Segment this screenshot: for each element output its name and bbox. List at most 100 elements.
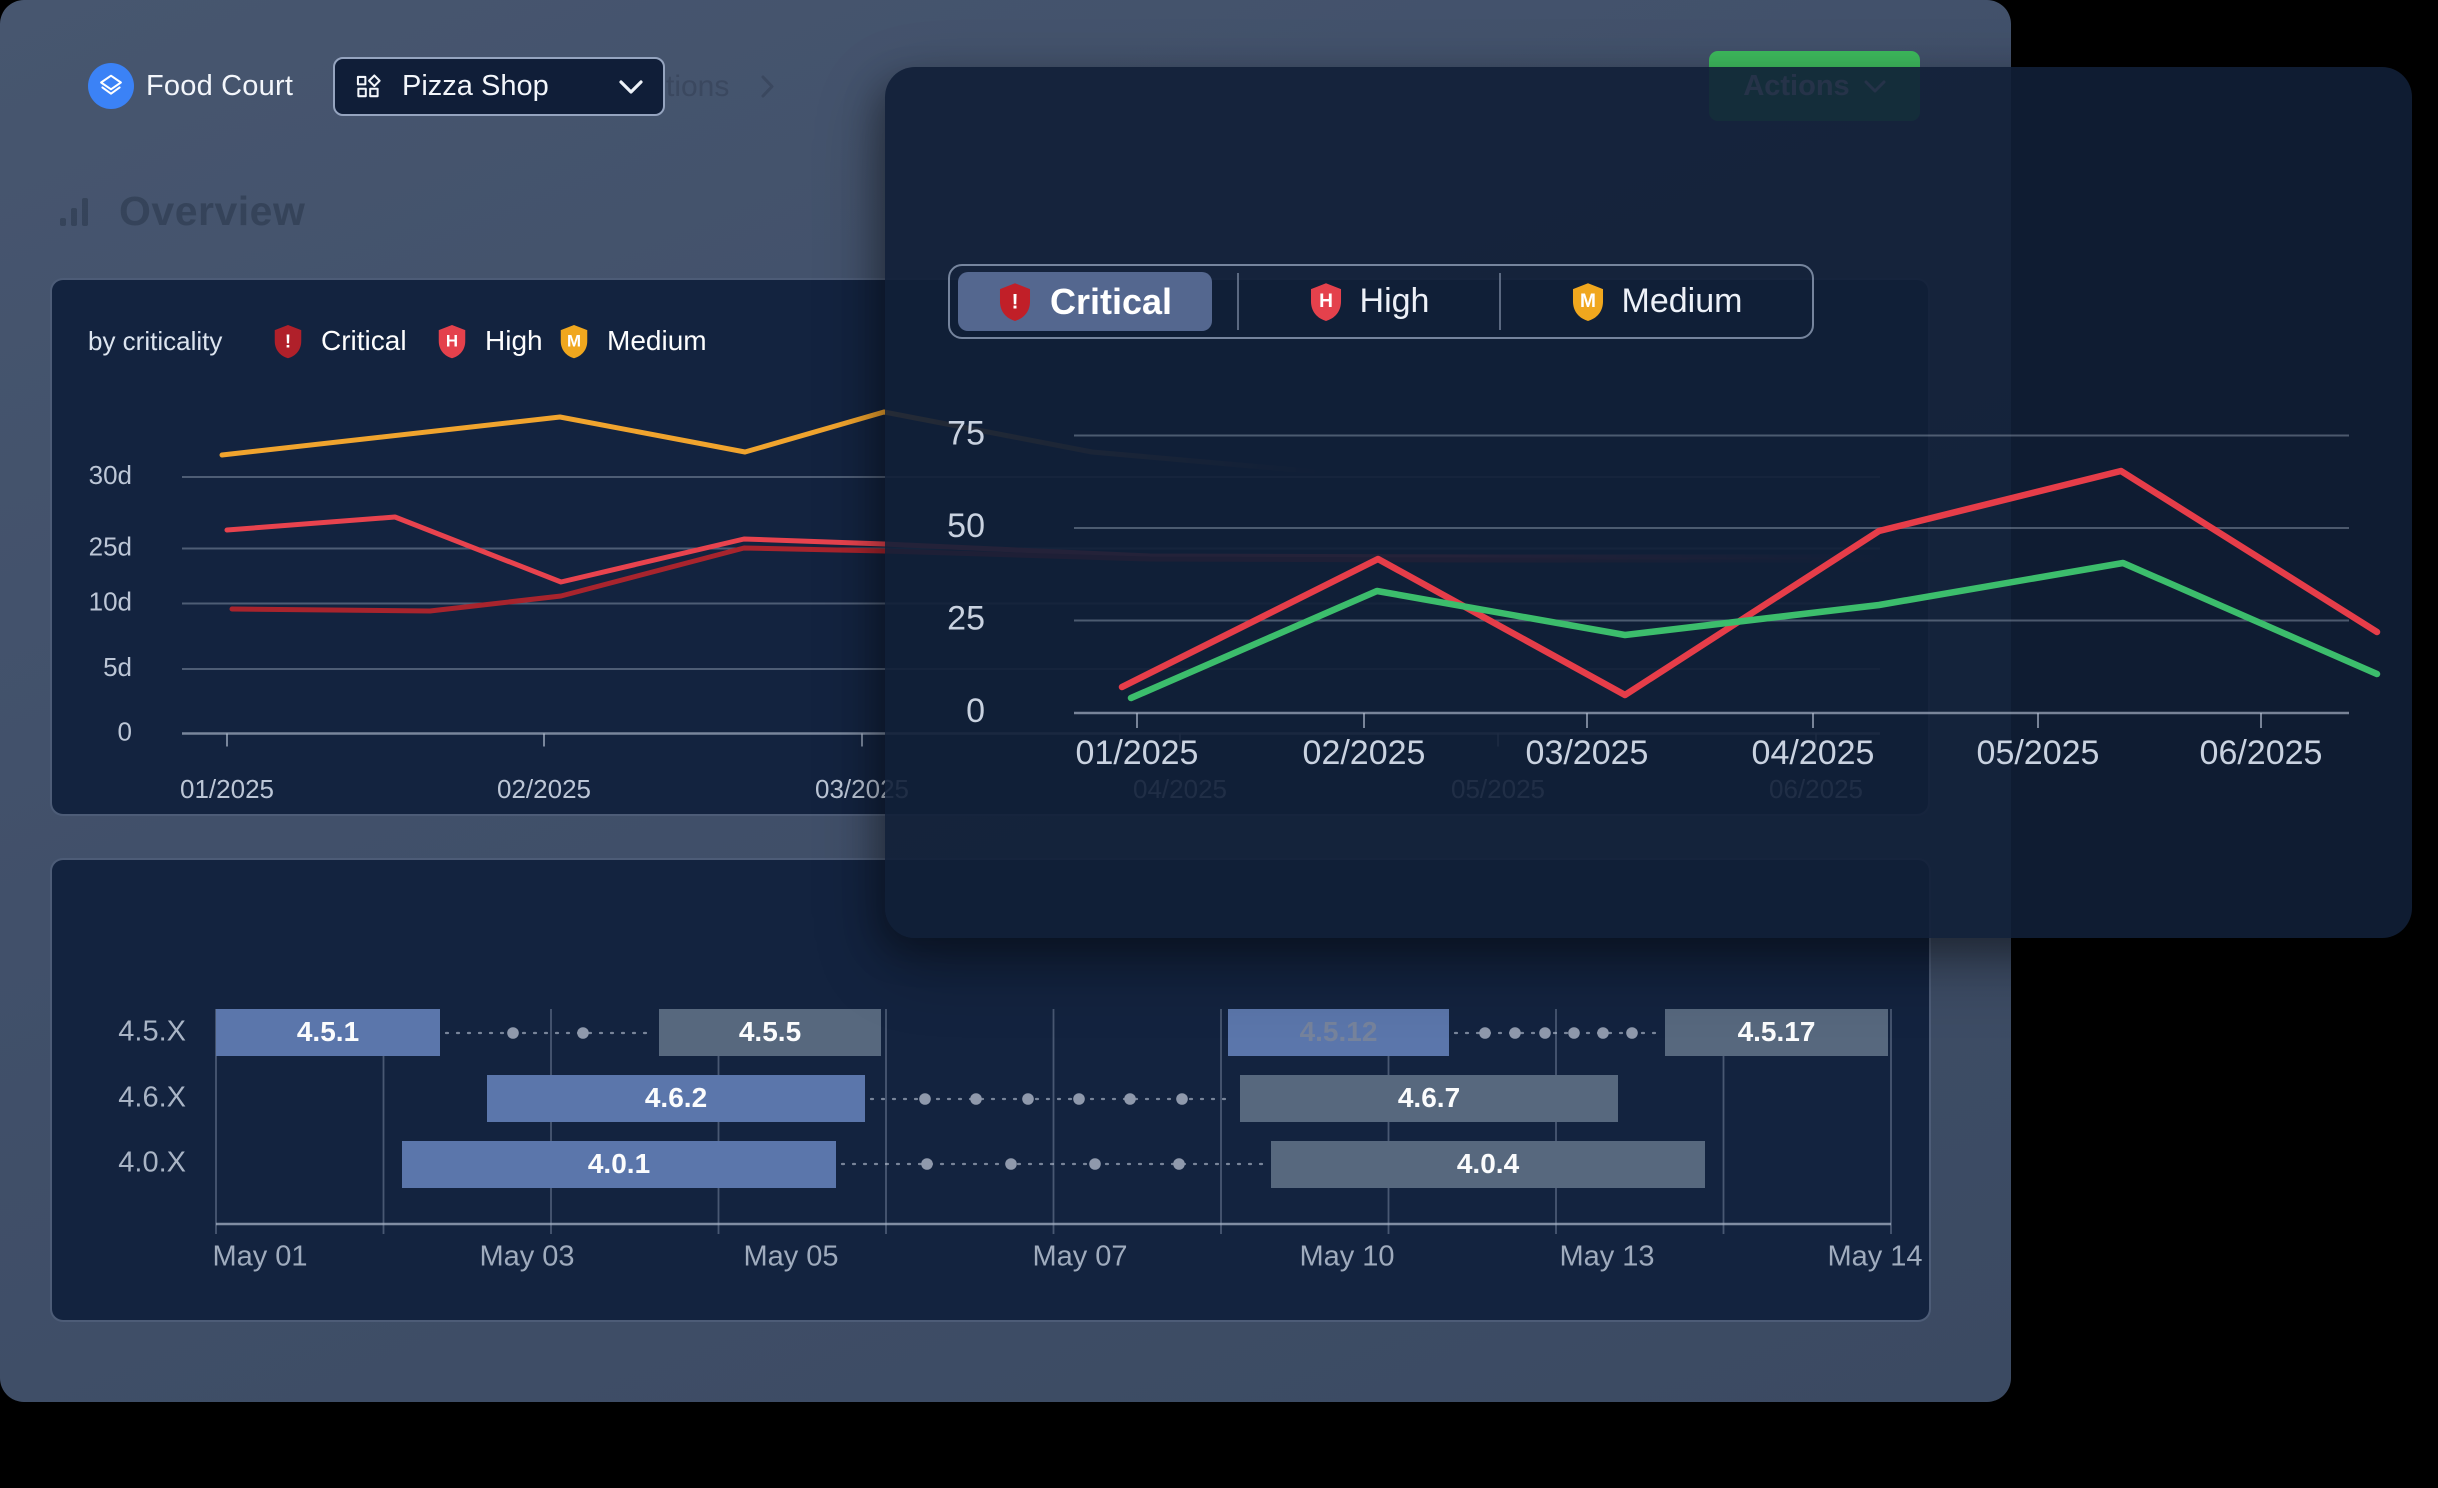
chart-line-fixed bbox=[1127, 559, 2381, 702]
y-axis-label: 75 bbox=[947, 414, 985, 452]
criticality-card-header: by criticality ! Critical H High M Mediu… bbox=[52, 280, 1928, 390]
timeline-connector-dot bbox=[921, 1158, 933, 1170]
timeline-connector-dot bbox=[1176, 1093, 1188, 1105]
timeline-connector-dot bbox=[1089, 1158, 1101, 1170]
app-logo bbox=[88, 63, 134, 109]
gantt-bar[interactable] bbox=[1240, 1075, 1618, 1122]
project-select-dropdown[interactable]: Pizza Shop bbox=[333, 57, 665, 116]
gantt-bar[interactable] bbox=[402, 1141, 836, 1188]
gantt-bar[interactable] bbox=[487, 1075, 865, 1122]
gantt-bar-label: 4.6.2 bbox=[645, 1082, 707, 1113]
svg-text:!: ! bbox=[285, 330, 291, 351]
svg-text:!: ! bbox=[1011, 289, 1018, 313]
gantt-bar-label: 4.0.1 bbox=[588, 1148, 650, 1179]
breadcrumb-fragment-label: tions bbox=[666, 69, 730, 103]
gantt-bar[interactable] bbox=[1665, 1009, 1888, 1056]
critical-detail-chart: 75 50 25 0 01/2025 02/2025 03/2025 04/2025 05/20… bbox=[947, 414, 2381, 772]
legend-item-high: H High bbox=[437, 322, 543, 360]
x-axis-label: May 14 bbox=[1827, 1241, 1922, 1273]
critical-shield-icon: ! bbox=[998, 282, 1032, 322]
bar-chart-icon bbox=[60, 197, 88, 226]
chart-line-medium bbox=[219, 409, 887, 458]
timeline-connector-dot bbox=[1173, 1158, 1185, 1170]
gantt-bar-label: 4.5.1 bbox=[297, 1016, 359, 1047]
tab-critical-selected-pill[interactable]: ! Critical bbox=[958, 272, 1212, 331]
chevron-down-icon bbox=[619, 79, 643, 94]
x-axis-label: 01/2025 bbox=[1076, 734, 1199, 772]
x-axis-label: May 01 bbox=[212, 1241, 307, 1273]
svg-text:M: M bbox=[567, 331, 581, 350]
criticality-tabs: ! Critical H High M Medium bbox=[948, 264, 1814, 339]
tab-divider bbox=[1499, 273, 1501, 330]
timeline-connector-dot bbox=[1073, 1093, 1085, 1105]
timeline-connector-dot bbox=[1005, 1158, 1017, 1170]
gantt-bar-label: 4.0.4 bbox=[1457, 1148, 1520, 1179]
svg-text:H: H bbox=[1319, 290, 1333, 311]
tab-critical[interactable]: ! Critical bbox=[950, 266, 1237, 337]
timeline-connector-dot bbox=[970, 1093, 982, 1105]
legend-item-medium: M Medium bbox=[559, 322, 707, 360]
legend-item-critical: ! Critical bbox=[273, 322, 407, 360]
gantt-bar-label: 4.5.17 bbox=[1738, 1016, 1816, 1047]
y-axis-label: 25 bbox=[947, 599, 985, 637]
x-axis-label: May 13 bbox=[1559, 1241, 1654, 1273]
x-axis-label: 06/2025 bbox=[2200, 734, 2323, 772]
medium-shield-icon: M bbox=[1571, 282, 1605, 322]
y-axis-label: 0 bbox=[966, 692, 985, 730]
gantt-bar[interactable] bbox=[1271, 1141, 1705, 1188]
page-title: Overview bbox=[119, 188, 306, 234]
timeline-connector-dot bbox=[1509, 1027, 1521, 1039]
timeline-connector-dot bbox=[507, 1027, 519, 1039]
svg-text:H: H bbox=[446, 331, 458, 350]
x-axis-label: May 05 bbox=[743, 1241, 838, 1273]
x-axis-label: 01/2025 bbox=[180, 774, 274, 804]
row-label: 4.5.X bbox=[118, 1016, 186, 1048]
gantt-bar[interactable] bbox=[1228, 1009, 1449, 1056]
project-select-value: Pizza Shop bbox=[402, 70, 549, 102]
x-axis-label: May 03 bbox=[479, 1241, 574, 1273]
timeline-connector-dot bbox=[1597, 1027, 1609, 1039]
x-axis-label: 04/2025 bbox=[1752, 734, 1875, 772]
y-axis-label: 30d bbox=[89, 460, 132, 490]
tab-high[interactable]: H High bbox=[1239, 266, 1499, 337]
y-axis-label: 10d bbox=[89, 586, 132, 616]
gantt-bar[interactable] bbox=[216, 1009, 440, 1056]
y-axis-label: 0 bbox=[118, 716, 132, 746]
timeline-connector-dot bbox=[1539, 1027, 1551, 1039]
tab-label: High bbox=[1359, 282, 1430, 320]
x-axis-label: 02/2025 bbox=[497, 774, 591, 804]
gantt-bar[interactable] bbox=[659, 1009, 881, 1056]
tab-divider bbox=[1237, 273, 1239, 330]
page-heading: Overview bbox=[60, 188, 305, 235]
detail-panel: 75 50 25 0 01/2025 02/2025 03/2025 04/2025 05/20… bbox=[885, 67, 2412, 938]
timeline-connector-dot bbox=[1568, 1027, 1580, 1039]
tab-label: Critical bbox=[1049, 280, 1173, 322]
y-axis-label: 25d bbox=[89, 531, 132, 561]
timeline-connector-dot bbox=[1479, 1027, 1491, 1039]
x-axis-label: 02/2025 bbox=[1303, 734, 1426, 772]
tab-label: Medium bbox=[1621, 282, 1743, 320]
y-axis-label: 50 bbox=[947, 507, 985, 545]
tab-medium[interactable]: M Medium bbox=[1501, 266, 1812, 337]
svg-text:M: M bbox=[1580, 290, 1596, 311]
high-shield-icon: H bbox=[437, 324, 467, 359]
gantt-bar-label: 4.5.5 bbox=[739, 1016, 801, 1047]
x-axis-label: May 10 bbox=[1299, 1241, 1394, 1273]
timeline-connector-dot bbox=[577, 1027, 589, 1039]
timeline-connector-dot bbox=[1626, 1027, 1638, 1039]
legend-label: Critical bbox=[321, 325, 407, 356]
medium-shield-icon: M bbox=[559, 324, 589, 359]
timeline-connector-dot bbox=[1124, 1093, 1136, 1105]
legend-label: Medium bbox=[607, 325, 707, 356]
gantt-bar-label: 4.6.7 bbox=[1398, 1082, 1460, 1113]
x-axis-label: May 07 bbox=[1032, 1241, 1127, 1273]
layers-icon bbox=[100, 74, 122, 95]
grid-icon bbox=[356, 74, 381, 98]
app-title: Food Court bbox=[146, 69, 294, 102]
x-axis-label: 05/2025 bbox=[1977, 734, 2100, 772]
timeline-connector-dot bbox=[1022, 1093, 1034, 1105]
critical-shield-icon: ! bbox=[273, 324, 303, 359]
legend-label: High bbox=[485, 325, 543, 356]
x-axis-label: 03/2025 bbox=[1526, 734, 1649, 772]
chart-line-critical bbox=[229, 545, 887, 614]
